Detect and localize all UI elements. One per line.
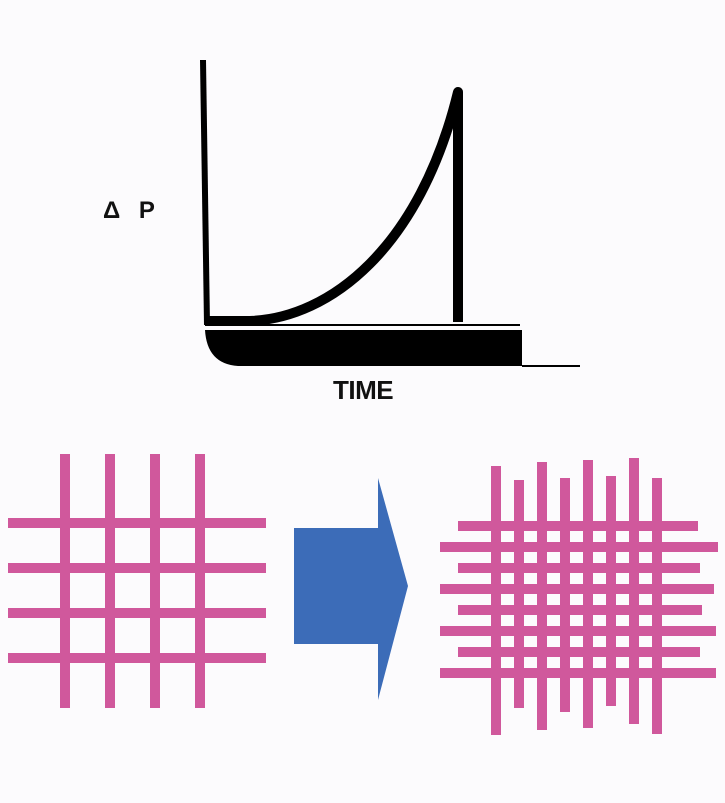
time-bar <box>205 330 522 366</box>
pressure-curve <box>206 87 463 326</box>
mesh-after <box>440 458 718 735</box>
mesh-before <box>8 454 266 708</box>
transition-arrow <box>294 478 408 700</box>
delta-p-label: Δ P <box>103 197 161 224</box>
pressure-time-graph <box>200 59 580 367</box>
y-axis <box>200 59 210 326</box>
time-label: TIME <box>333 375 394 405</box>
